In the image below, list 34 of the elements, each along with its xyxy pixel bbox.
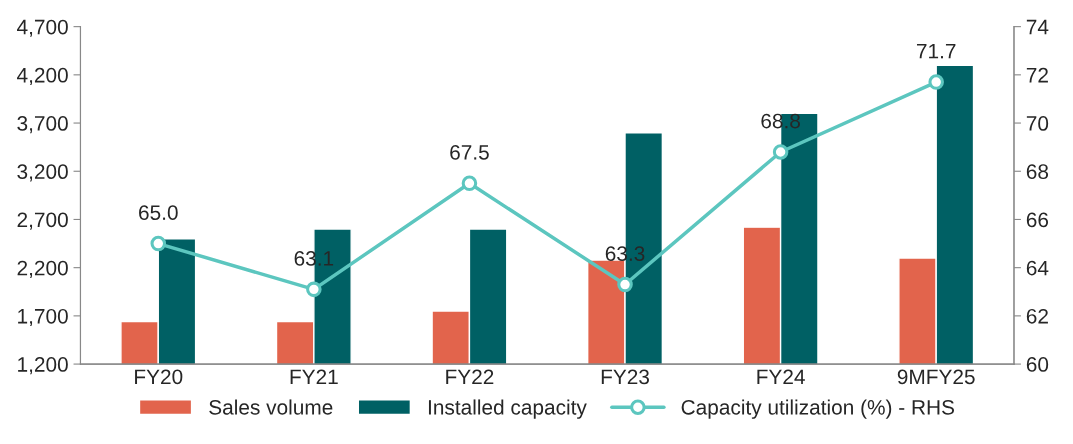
y2-tick-label: 66 [1026, 212, 1049, 228]
x-tick-label: 9MFY25 [897, 369, 975, 385]
y-tick-label: 2,700 [17, 212, 68, 230]
point [617, 276, 633, 293]
point [461, 175, 478, 192]
y2-tick-label: 64 [1026, 260, 1049, 276]
y-tick-label: 1,700 [18, 308, 68, 327]
point [928, 74, 944, 90]
x-tick-label: FY23 [601, 369, 650, 385]
y-tick-label: 3,200 [17, 164, 68, 182]
y2-tick-label: 70 [1026, 116, 1049, 131]
y-tick-label: 4,700 [17, 19, 68, 37]
y2-tick-label: 62 [1026, 308, 1048, 324]
y2-tick-label: 60 [1026, 357, 1049, 372]
text: 71.7 [916, 43, 956, 59]
y2-tick-label: 68 [1026, 164, 1049, 180]
legend-label: Sales volume [209, 399, 333, 415]
legend-label: Installed capacity [428, 399, 587, 419]
y-tick-label: 1,200 [18, 357, 68, 375]
y-tick-label: 4,200 [17, 67, 68, 86]
x-tick-label: FY21 [290, 369, 338, 385]
text: 67.5 [450, 144, 489, 160]
point [306, 281, 322, 298]
point [772, 144, 789, 160]
x-tick-label: FY20 [135, 369, 183, 385]
y-tick-label: 3,700 [17, 116, 68, 134]
point [150, 235, 167, 252]
y2-tick-label: 74 [1026, 19, 1049, 35]
y2-tick-label: 72 [1026, 67, 1048, 83]
x-tick-label: FY22 [446, 369, 494, 385]
text: 65.0 [139, 205, 178, 220]
legend-label: Capacity utilization (%) - RHS [681, 399, 955, 419]
x-tick-label: FY24 [757, 369, 805, 385]
y-tick-label: 2,200 [17, 260, 68, 278]
